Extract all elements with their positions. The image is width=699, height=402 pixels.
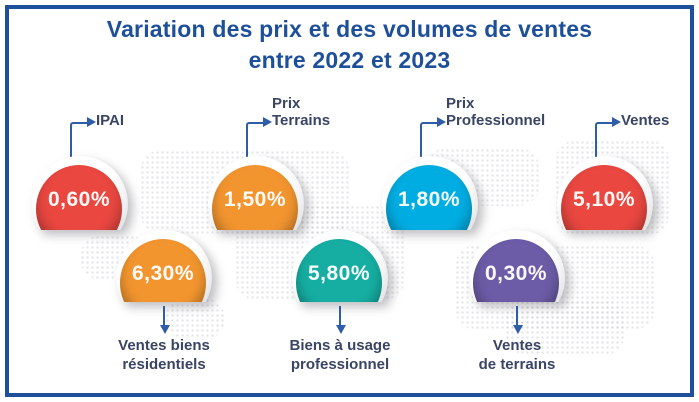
kpi-value-circle: 1,50%: [212, 165, 298, 230]
kpi-value: 5,10%: [572, 188, 636, 211]
ball-backdrop: 0,30%: [469, 230, 565, 302]
page-title: Variation des prix et des volumes de ven…: [106, 16, 593, 73]
kpi-ball: 0,60%: [32, 156, 128, 230]
kpi-ball: 0,30%: [469, 230, 565, 302]
ball-backdrop: 1,50%: [208, 156, 304, 230]
kpi-label: IPAI: [96, 112, 125, 129]
kpi-ipai: IPAI 0,60%: [32, 112, 128, 230]
kpi-label: Biens à usage professionnel: [289, 337, 391, 373]
arrow-elbow-icon: [595, 117, 621, 158]
kpi-label: Ventes de terrains: [478, 337, 556, 373]
kpi-value: 0,60%: [47, 188, 111, 211]
kpi-label: Prix Terrains: [272, 95, 331, 129]
ball-backdrop: 1,80%: [382, 156, 478, 230]
kpi-value-circle: 0,30%: [473, 239, 559, 302]
kpi-ball: 1,50%: [208, 156, 304, 230]
arrow-down-icon: [513, 306, 523, 334]
kpi-value-circle: 0,60%: [36, 165, 122, 230]
ball-backdrop: 5,80%: [292, 230, 388, 302]
kpi-label: Ventes: [621, 112, 670, 129]
kpi-ventes-biens-residentiels: 6,30% Ventes biens résidentiels: [116, 230, 212, 373]
ball-backdrop: 5,10%: [557, 156, 653, 230]
kpi-biens-usage-professionnel: 5,80% Biens à usage professionnel: [290, 230, 390, 373]
kpi-value: 1,50%: [223, 188, 287, 211]
arrow-down-icon: [336, 306, 346, 334]
kpi-value-circle: 5,10%: [561, 165, 647, 230]
map-dot-patch: [505, 300, 625, 355]
arrow-down-icon: [160, 306, 170, 334]
kpi-ventes: Ventes 5,10%: [557, 112, 669, 230]
kpi-prix-terrains: Prix Terrains 1,50%: [208, 95, 330, 230]
kpi-prix-professionnel: Prix Professionnel 1,80%: [382, 95, 545, 230]
ball-backdrop: 0,60%: [32, 156, 128, 230]
kpi-value: 0,30%: [484, 262, 548, 285]
kpi-label: Ventes biens résidentiels: [118, 337, 210, 373]
kpi-value: 5,80%: [307, 262, 371, 285]
kpi-value: 6,30%: [131, 262, 195, 285]
kpi-value-circle: 6,30%: [120, 239, 206, 302]
arrow-elbow-icon: [420, 117, 446, 158]
kpi-ball: 5,80%: [292, 230, 388, 302]
kpi-ball: 5,10%: [557, 156, 653, 230]
kpi-ventes-de-terrains: 0,30% Ventes de terrains: [469, 230, 565, 373]
ball-backdrop: 6,30%: [116, 230, 212, 302]
arrow-elbow-icon: [70, 117, 96, 158]
kpi-ball: 1,80%: [382, 156, 478, 230]
kpi-label: Prix Professionnel: [446, 95, 546, 129]
kpi-ball: 6,30%: [116, 230, 212, 302]
kpi-value-circle: 1,80%: [386, 165, 472, 230]
kpi-value-circle: 5,80%: [296, 239, 382, 302]
map-dot-patch: [165, 298, 225, 340]
arrow-elbow-icon: [246, 117, 272, 158]
kpi-value: 1,80%: [397, 188, 461, 211]
